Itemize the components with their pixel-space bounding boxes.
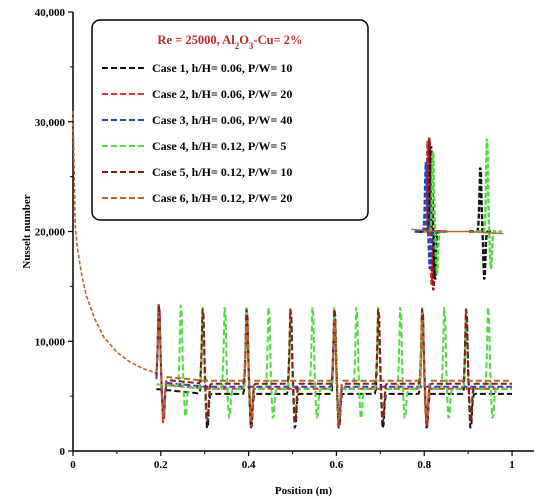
legend-label-case-5: Case 5, h/H= 0.12, P/W= 10 bbox=[152, 165, 292, 179]
legend-label-case-3: Case 3, h/H= 0.06, P/W= 40 bbox=[152, 113, 292, 127]
axes: 0 10,000 20,000 30,000 40,000 0 0.2 0.4 0.6 0.8 1 P… bbox=[21, 7, 534, 497]
inset-line bbox=[421, 151, 448, 275]
legend-label-case-2: Case 2, h/H= 0.06, P/W= 20 bbox=[152, 87, 292, 101]
y-tick-label: 0 bbox=[60, 446, 66, 458]
legend-title: Re = 25000, Al2O3-Cu= 2% bbox=[157, 33, 302, 51]
y-tick-label: 30,000 bbox=[35, 117, 66, 129]
series-layer bbox=[72, 110, 512, 429]
y-tick-label: 40,000 bbox=[35, 7, 66, 19]
entrance-decay-line bbox=[72, 110, 157, 374]
y-tick-label: 20,000 bbox=[35, 227, 66, 239]
legend-label-case-1: Case 1, h/H= 0.06, P/W= 10 bbox=[152, 61, 292, 75]
x-tick-label: 0.8 bbox=[417, 459, 431, 471]
inset-layer bbox=[411, 137, 504, 291]
legend: Re = 25000, Al2O3-Cu= 2% Case 1, h/H= 0.0… bbox=[91, 19, 369, 221]
x-tick-label: 0.4 bbox=[242, 459, 256, 471]
legend-label-case-4: Case 4, h/H= 0.12, P/W= 5 bbox=[152, 139, 286, 153]
inset-line bbox=[475, 138, 502, 270]
y-axis-label: Nusselt number bbox=[21, 194, 33, 268]
y-tick-label: 10,000 bbox=[35, 336, 66, 348]
legend-label-case-6: Case 6, h/H= 0.12, P/W= 20 bbox=[152, 191, 292, 205]
x-tick-label: 1 bbox=[509, 459, 515, 471]
x-tick-label: 0.2 bbox=[154, 459, 168, 471]
x-axis-label: Position (m) bbox=[275, 485, 332, 497]
x-tick-label: 0.6 bbox=[330, 459, 344, 471]
series-line-case-3 bbox=[155, 313, 512, 420]
series-line-case-4 bbox=[156, 304, 512, 419]
inset-baseline bbox=[411, 228, 504, 235]
x-tick-label: 0 bbox=[70, 459, 76, 471]
series-line-case-6 bbox=[155, 315, 512, 422]
legend-box bbox=[91, 19, 369, 221]
